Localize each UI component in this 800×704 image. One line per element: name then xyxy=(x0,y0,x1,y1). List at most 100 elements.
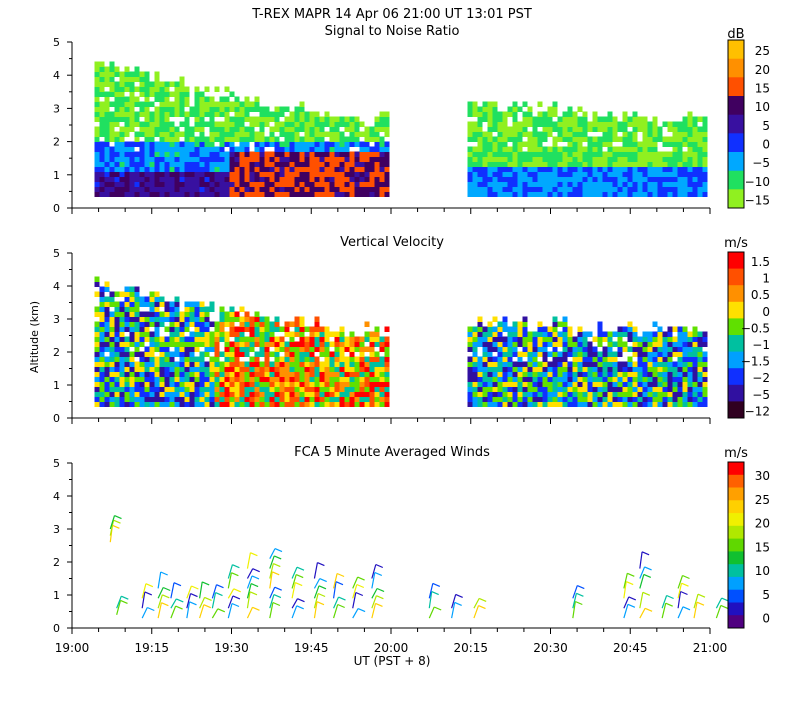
heatmap-cell xyxy=(199,351,205,357)
heatmap-cell xyxy=(349,171,355,177)
heatmap-cell xyxy=(472,401,478,407)
heatmap-cell xyxy=(209,131,215,137)
heatmap-cell xyxy=(384,396,390,402)
heatmap-cell xyxy=(224,186,230,192)
heatmap-cell xyxy=(657,341,663,347)
heatmap-cell xyxy=(562,131,568,137)
heatmap-cell xyxy=(557,331,563,337)
heatmap-cell xyxy=(304,146,310,152)
heatmap-cell xyxy=(369,161,375,167)
heatmap-cell xyxy=(597,371,603,377)
heatmap-cell xyxy=(502,166,508,172)
x-tick-label: 19:45 xyxy=(294,641,329,655)
heatmap-cell xyxy=(542,171,548,177)
heatmap-cell xyxy=(174,331,180,337)
heatmap-cell xyxy=(289,381,295,387)
heatmap-cell xyxy=(149,346,155,352)
heatmap-cell xyxy=(577,366,583,372)
wind-barb-flag xyxy=(374,571,383,577)
heatmap-cell xyxy=(374,171,380,177)
heatmap-cell xyxy=(304,176,310,182)
heatmap-cell xyxy=(687,391,693,397)
heatmap-cell xyxy=(174,176,180,182)
wind-barb-flag xyxy=(274,548,283,553)
heatmap-cell xyxy=(642,351,648,357)
heatmap-cell xyxy=(309,116,315,122)
heatmap-cell xyxy=(567,191,573,197)
heatmap-cell xyxy=(239,186,245,192)
heatmap-cell xyxy=(577,151,583,157)
heatmap-cell xyxy=(284,171,290,177)
heatmap-cell xyxy=(269,331,275,337)
heatmap-cell xyxy=(259,111,265,117)
colorbar-swatch xyxy=(728,615,744,629)
heatmap-cell xyxy=(264,136,270,142)
heatmap-cell xyxy=(349,166,355,172)
heatmap-cell xyxy=(229,181,235,187)
heatmap-cell xyxy=(607,161,613,167)
heatmap-cell xyxy=(149,386,155,392)
heatmap-cell xyxy=(289,161,295,167)
heatmap-cell xyxy=(617,361,623,367)
heatmap-cell xyxy=(309,141,315,147)
heatmap-cell xyxy=(567,186,573,192)
heatmap-cell xyxy=(482,391,488,397)
heatmap-cell xyxy=(597,161,603,167)
heatmap-cell xyxy=(219,146,225,152)
heatmap-cell xyxy=(149,306,155,312)
heatmap-cell xyxy=(527,336,533,342)
heatmap-cell xyxy=(144,136,150,142)
heatmap-cell xyxy=(114,91,120,97)
heatmap-cell xyxy=(607,381,613,387)
heatmap-cell xyxy=(687,376,693,382)
heatmap-cell xyxy=(159,131,165,137)
heatmap-cell xyxy=(104,281,110,287)
heatmap-cell xyxy=(552,381,558,387)
x-tick-label: 19:00 xyxy=(55,641,90,655)
heatmap-cell xyxy=(587,366,593,372)
heatmap-cell xyxy=(552,121,558,127)
heatmap-cell xyxy=(652,336,658,342)
heatmap-cell xyxy=(562,396,568,402)
heatmap-cell xyxy=(537,116,543,122)
heatmap-cell xyxy=(552,341,558,347)
heatmap-cell xyxy=(169,326,175,332)
heatmap-cell xyxy=(94,346,100,352)
heatmap-cell xyxy=(114,96,120,102)
heatmap-cell xyxy=(532,161,538,167)
heatmap-cell xyxy=(309,146,315,152)
heatmap-cell xyxy=(512,166,518,172)
heatmap-cell xyxy=(154,151,160,157)
heatmap-cell xyxy=(124,181,130,187)
heatmap-cell xyxy=(99,331,105,337)
heatmap-cell xyxy=(557,151,563,157)
heatmap-cell xyxy=(229,141,235,147)
heatmap-cell xyxy=(129,141,135,147)
heatmap-cell xyxy=(532,156,538,162)
heatmap-cell xyxy=(612,136,618,142)
heatmap-cell xyxy=(224,86,230,92)
heatmap-cell xyxy=(597,326,603,332)
heatmap-cell xyxy=(144,161,150,167)
heatmap-cell xyxy=(607,331,613,337)
heatmap-cell xyxy=(94,146,100,152)
heatmap-cell xyxy=(702,191,708,197)
heatmap-cell xyxy=(667,401,673,407)
heatmap-cell xyxy=(597,186,603,192)
heatmap-cell xyxy=(94,311,100,317)
heatmap-cell xyxy=(214,401,220,407)
heatmap-cell xyxy=(274,336,280,342)
heatmap-cell xyxy=(339,166,345,172)
heatmap-cell xyxy=(547,366,553,372)
heatmap-cell xyxy=(159,106,165,112)
heatmap-cell xyxy=(264,386,270,392)
heatmap-cell xyxy=(329,151,335,157)
y-tick-label: 3 xyxy=(53,523,60,536)
heatmap-cell xyxy=(632,331,638,337)
wind-barb-flag xyxy=(627,572,635,577)
heatmap-cell xyxy=(384,171,390,177)
heatmap-cell xyxy=(622,386,628,392)
heatmap-cell xyxy=(259,341,265,347)
heatmap-cell xyxy=(507,106,513,112)
heatmap-cell xyxy=(512,366,518,372)
